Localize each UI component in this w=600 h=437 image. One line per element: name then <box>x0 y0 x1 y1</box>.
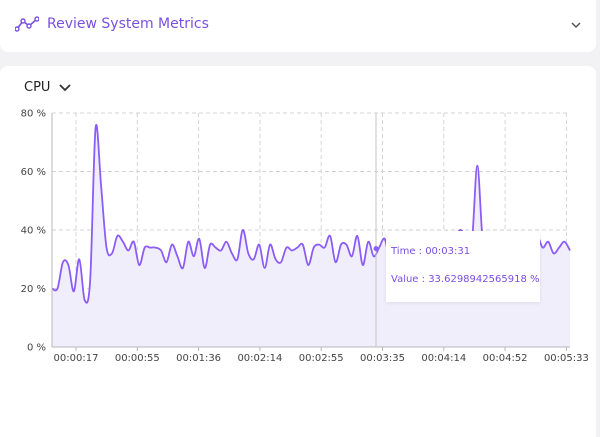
y-tick-label: 20 % <box>21 284 46 295</box>
x-tick-label: 00:04:14 <box>421 353 466 364</box>
metric-selector[interactable]: CPU <box>24 80 72 95</box>
y-tick-labels: 0 % 20 % 40 % 60 % 80 % <box>21 109 46 354</box>
chart-tooltip: Time : 00:03:31 Value : 33.6298942565918… <box>386 231 540 302</box>
x-tick-labels: 00:00:17 00:00:55 00:01:36 00:02:14 00:02:55… <box>54 347 589 364</box>
chevron-down-icon <box>59 83 72 91</box>
y-tick-label: 80 % <box>21 109 46 120</box>
x-tick-label: 00:01:36 <box>176 353 221 364</box>
trend-line-icon <box>15 16 39 32</box>
y-tick-label: 0 % <box>27 343 46 354</box>
y-tick-label: 40 % <box>21 226 46 237</box>
x-tick-label: 00:04:52 <box>483 353 528 364</box>
x-tick-label: 00:05:33 <box>544 353 589 364</box>
chevron-down-icon[interactable] <box>569 19 583 31</box>
x-tick-label: 00:00:55 <box>115 353 160 364</box>
panel-title: Review System Metrics <box>47 16 209 32</box>
metrics-header-panel[interactable]: Review System Metrics <box>0 0 596 52</box>
metric-selector-label: CPU <box>24 80 51 95</box>
x-tick-label: 00:03:35 <box>360 353 405 364</box>
x-tick-label: 00:02:14 <box>237 353 282 364</box>
x-tick-label: 00:02:55 <box>299 353 344 364</box>
tooltip-value: Value : 33.6298942565918 % <box>391 274 540 285</box>
tooltip-time: Time : 00:03:31 <box>391 246 471 257</box>
hover-point <box>373 246 379 252</box>
y-tick-label: 60 % <box>21 167 46 178</box>
x-tick-label: 00:00:17 <box>54 353 99 364</box>
